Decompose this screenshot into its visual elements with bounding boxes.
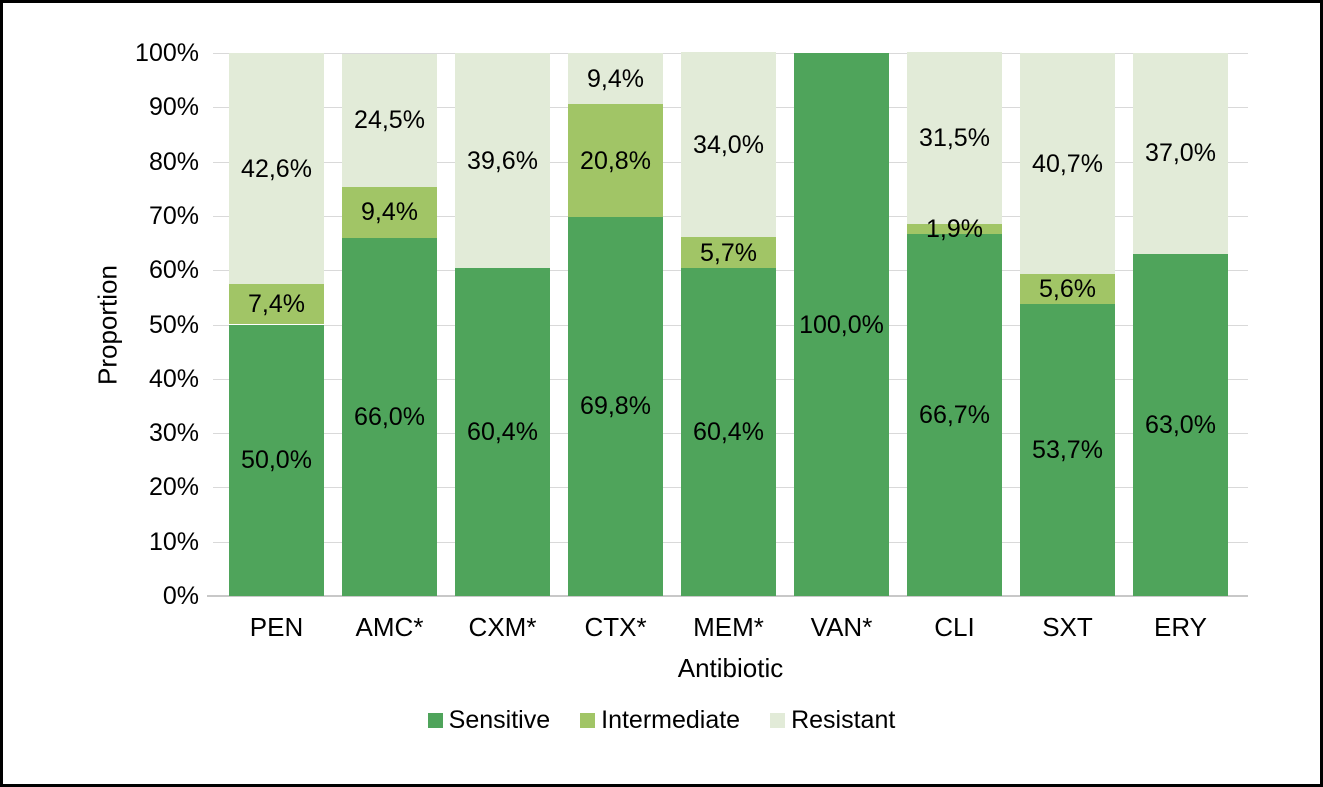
bar-segment-CTX-sensitive bbox=[568, 216, 663, 596]
bar-segment-SXT-intermediate bbox=[1020, 274, 1115, 305]
x-tick-label-AMC: AMC* bbox=[355, 612, 424, 642]
bar-segment-ERY-resistant bbox=[1133, 53, 1228, 254]
data-label-CXM-resistant: 39,6% bbox=[467, 146, 538, 175]
bar-segment-PEN-resistant bbox=[229, 53, 324, 285]
bar-segment-CLI-intermediate bbox=[907, 223, 1002, 234]
x-axis-line bbox=[207, 595, 1248, 597]
y-tick-label-10: 10% bbox=[148, 527, 199, 556]
legend-swatch-intermediate bbox=[580, 712, 596, 728]
y-tick-label-70: 70% bbox=[148, 201, 199, 230]
data-label-CLI-sensitive: 66,7% bbox=[919, 400, 990, 429]
data-label-CTX-sensitive: 69,8% bbox=[580, 392, 651, 421]
y-tick-label-80: 80% bbox=[148, 147, 199, 176]
data-label-PEN-sensitive: 50,0% bbox=[241, 446, 312, 475]
legend-label-resistant: Resistant bbox=[791, 706, 896, 734]
bar-segment-VAN-sensitive bbox=[794, 53, 889, 596]
data-label-ERY-resistant: 37,0% bbox=[1145, 139, 1216, 168]
legend-label-intermediate: Intermediate bbox=[601, 706, 741, 734]
bar-segment-MEM-resistant bbox=[681, 52, 776, 238]
y-tick-label-0: 0% bbox=[162, 582, 199, 610]
data-label-MEM-intermediate: 5,7% bbox=[700, 238, 757, 267]
data-label-AMC-resistant: 24,5% bbox=[354, 106, 425, 135]
y-tick-label-50: 50% bbox=[148, 310, 199, 339]
bar-segment-PEN-intermediate bbox=[229, 284, 324, 325]
legend-item-sensitive: Sensitive bbox=[427, 705, 551, 735]
data-label-MEM-sensitive: 60,4% bbox=[693, 418, 764, 446]
x-tick-label-CTX: CTX* bbox=[584, 612, 647, 642]
x-tick-label-PEN: PEN bbox=[249, 612, 304, 642]
y-tick-label-60: 60% bbox=[148, 256, 199, 285]
data-label-CTX-resistant: 9,4% bbox=[587, 64, 644, 93]
plot-area: 50,0% 7,4% 42,6% 66,0% 9,4% 24,5% 60,4% 39,6% 69… bbox=[207, 52, 1248, 597]
bar-segment-PEN-sensitive bbox=[229, 324, 324, 596]
bar-segment-CXM-resistant bbox=[455, 53, 550, 269]
data-label-SXT-sensitive: 53,7% bbox=[1032, 436, 1103, 465]
bar-segment-AMC-sensitive bbox=[342, 237, 437, 596]
data-label-CLI-resistant: 31,5% bbox=[919, 123, 990, 152]
y-tick-label-100: 100% bbox=[135, 39, 199, 67]
legend-swatch-sensitive bbox=[427, 712, 443, 728]
x-tick-label-CXM: CXM* bbox=[468, 612, 537, 642]
x-tick-label-CLI: CLI bbox=[934, 612, 975, 642]
y-tick-label-20: 20% bbox=[148, 473, 199, 502]
bar-segment-CTX-resistant bbox=[568, 53, 663, 105]
data-label-MEM-resistant: 34,0% bbox=[693, 130, 764, 159]
x-tick-label-ERY: ERY bbox=[1154, 612, 1207, 642]
bar-segment-CXM-sensitive bbox=[455, 268, 550, 596]
data-label-AMC-intermediate: 9,4% bbox=[361, 198, 418, 227]
y-tick-label-90: 90% bbox=[148, 93, 199, 122]
bar-segment-CLI-sensitive bbox=[907, 233, 1002, 596]
x-tick-label-MEM: MEM* bbox=[693, 612, 764, 642]
legend-swatch-resistant bbox=[770, 712, 786, 728]
data-label-CLI-intermediate: 1,9% bbox=[926, 214, 983, 243]
data-label-PEN-intermediate: 7,4% bbox=[248, 290, 305, 319]
legend-item-intermediate: Intermediate bbox=[580, 705, 740, 735]
bar-segment-AMC-resistant bbox=[342, 53, 437, 187]
data-label-SXT-intermediate: 5,6% bbox=[1039, 275, 1096, 304]
data-label-PEN-resistant: 42,6% bbox=[241, 154, 312, 183]
bar-segment-MEM-intermediate bbox=[681, 237, 776, 268]
y-tick-label-40: 40% bbox=[148, 364, 199, 393]
legend-item-resistant: Resistant bbox=[770, 705, 895, 735]
data-label-SXT-resistant: 40,7% bbox=[1032, 149, 1103, 178]
data-label-ERY-sensitive: 63,0% bbox=[1145, 410, 1216, 439]
bar-segment-CTX-intermediate bbox=[568, 104, 663, 217]
data-label-CXM-sensitive: 60,4% bbox=[467, 418, 538, 446]
bar-segment-AMC-intermediate bbox=[342, 186, 437, 238]
x-tick-label-VAN: VAN* bbox=[810, 612, 873, 642]
bar-segment-SXT-resistant bbox=[1020, 53, 1115, 274]
x-axis-title: Antibiotic bbox=[677, 653, 784, 683]
bar-segment-ERY-sensitive bbox=[1133, 253, 1228, 596]
data-label-CTX-intermediate: 20,8% bbox=[580, 146, 651, 175]
bar-segment-SXT-sensitive bbox=[1020, 304, 1115, 596]
data-label-AMC-sensitive: 66,0% bbox=[354, 402, 425, 431]
bar-segment-MEM-sensitive bbox=[681, 268, 776, 596]
bar-segment-CLI-resistant bbox=[907, 52, 1002, 224]
x-tick-label-SXT: SXT bbox=[1042, 612, 1093, 642]
legend: Sensitive Intermediate Resistant bbox=[3, 705, 1320, 735]
y-tick-label-30: 30% bbox=[148, 419, 199, 448]
legend-label-sensitive: Sensitive bbox=[448, 706, 551, 734]
data-label-VAN-sensitive: 100,0% bbox=[799, 310, 884, 339]
